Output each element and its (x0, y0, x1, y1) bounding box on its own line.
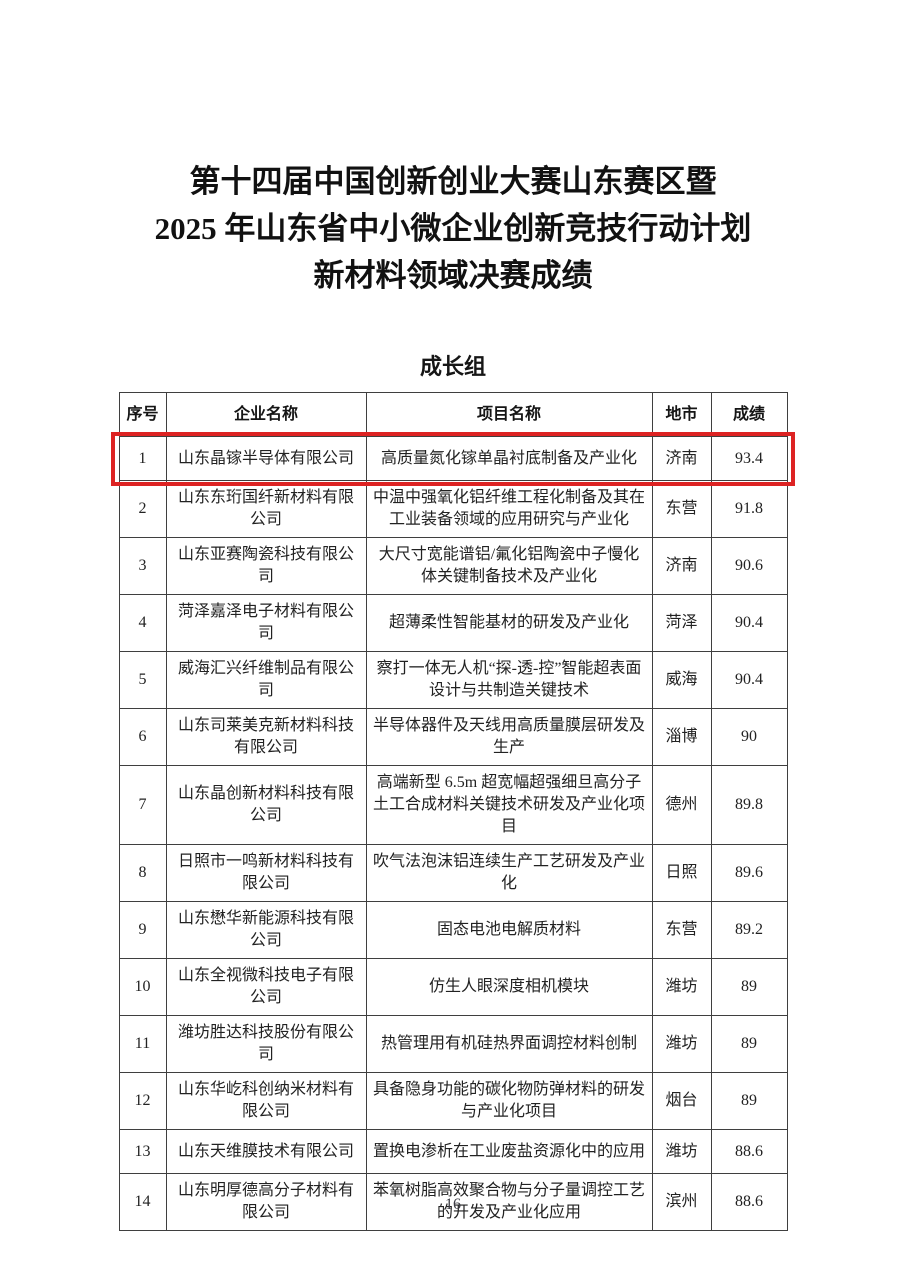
table-row: 11 潍坊胜达科技股份有限公司 热管理用有机硅热界面调控材料创制 潍坊 89 (118, 1015, 788, 1073)
rank-cell: 5 (118, 651, 167, 709)
company-cell: 山东明厚德高分子材料有限公司 (165, 1173, 367, 1231)
group-heading: 成长组 (419, 354, 486, 379)
project-cell: 仿生人眼深度相机模块 (365, 958, 653, 1016)
score-cell: 88.6 (710, 1129, 788, 1174)
project-cell: 超薄柔性智能基材的研发及产业化 (365, 594, 653, 652)
table-row: 8 日照市一鸣新材料科技有限公司 吹气法泡沫铝连续生产工艺研发及产业化 日照 89.6 (118, 844, 788, 902)
rank-cell: 6 (118, 708, 167, 766)
column-header-3: 地市 (651, 392, 712, 437)
rank-cell: 1 (118, 436, 167, 481)
company-cell: 山东晶镓半导体有限公司 (165, 436, 367, 481)
project-cell: 高端新型 6.5m 超宽幅超强细旦高分子土工合成材料关键技术研发及产业化项目 (365, 765, 653, 845)
score-cell: 89.6 (710, 844, 788, 902)
city-cell: 东营 (651, 480, 712, 538)
score-cell: 90.4 (710, 651, 788, 709)
table-row: 6 山东司莱美克新材料科技有限公司 半导体器件及天线用高质量膜层研发及生产 淄博 90 (118, 708, 788, 766)
company-cell: 威海汇兴纤维制品有限公司 (165, 651, 367, 709)
rank-cell: 14 (118, 1173, 167, 1231)
city-cell: 东营 (651, 901, 712, 959)
rank-cell: 11 (118, 1015, 167, 1073)
rank-cell: 13 (118, 1129, 167, 1174)
score-cell: 90.4 (710, 594, 788, 652)
project-cell: 苯氧树脂高效聚合物与分子量调控工艺的开发及产业化应用 (365, 1173, 653, 1231)
city-cell: 淄博 (651, 708, 712, 766)
project-cell: 察打一体无人机“探-透-控”智能超表面设计与共制造关键技术 (365, 651, 653, 709)
column-header-1: 企业名称 (165, 392, 367, 437)
company-cell: 日照市一鸣新材料科技有限公司 (165, 844, 367, 902)
table-header-row: 序号 企业名称 项目名称 地市 成绩 (118, 392, 788, 437)
page-title-line-1: 第十四届中国创新创业大赛山东赛区暨 (189, 164, 717, 199)
page-number: 16 (445, 1196, 461, 1213)
table-row: 13 山东天维膜技术有限公司 置换电渗析在工业废盐资源化中的应用 潍坊 88.6 (118, 1129, 788, 1174)
project-cell: 中温中强氧化铝纤维工程化制备及其在工业装备领域的应用研究与产业化 (365, 480, 653, 538)
rank-cell: 12 (118, 1072, 167, 1130)
city-cell: 济南 (651, 537, 712, 595)
page-title: 第十四届中国创新创业大赛山东赛区暨 2025 年山东省中小微企业创新竞技行动计划… (0, 0, 906, 299)
table-row: 7 山东晶创新材料科技有限公司 高端新型 6.5m 超宽幅超强细旦高分子土工合成材料… (118, 765, 788, 845)
city-cell: 潍坊 (651, 1015, 712, 1073)
project-cell: 吹气法泡沫铝连续生产工艺研发及产业化 (365, 844, 653, 902)
project-cell: 大尺寸宽能谱铝/氟化铝陶瓷中子慢化体关键制备技术及产业化 (365, 537, 653, 595)
score-cell: 89 (710, 958, 788, 1016)
company-cell: 山东东珩国纤新材料有限公司 (165, 480, 367, 538)
table-row: 3 山东亚赛陶瓷科技有限公司 大尺寸宽能谱铝/氟化铝陶瓷中子慢化体关键制备技术及产业… (118, 537, 788, 595)
score-cell: 90.6 (710, 537, 788, 595)
score-cell: 88.6 (710, 1173, 788, 1231)
company-cell: 菏泽嘉泽电子材料有限公司 (165, 594, 367, 652)
project-cell: 高质量氮化镓单晶衬底制备及产业化 (365, 436, 653, 481)
table-row: 10 山东全视微科技电子有限公司 仿生人眼深度相机模块 潍坊 89 (118, 958, 788, 1016)
company-cell: 山东司莱美克新材料科技有限公司 (165, 708, 367, 766)
rank-cell: 10 (118, 958, 167, 1016)
city-cell: 潍坊 (651, 958, 712, 1016)
rank-cell: 2 (118, 480, 167, 538)
table-row: 2 山东东珩国纤新材料有限公司 中温中强氧化铝纤维工程化制备及其在工业装备领域的应用… (118, 480, 788, 538)
company-cell: 山东亚赛陶瓷科技有限公司 (165, 537, 367, 595)
table-row: 9 山东懋华新能源科技有限公司 固态电池电解质材料 东营 89.2 (118, 901, 788, 959)
table-row: 12 山东华屹科创纳米材料有限公司 具备隐身功能的碳化物防弹材料的研发与产业化项目烟… (118, 1072, 788, 1130)
company-cell: 山东全视微科技电子有限公司 (165, 958, 367, 1016)
company-cell: 潍坊胜达科技股份有限公司 (165, 1015, 367, 1073)
project-cell: 热管理用有机硅热界面调控材料创制 (365, 1015, 653, 1073)
score-cell: 89 (710, 1015, 788, 1073)
rank-cell: 8 (118, 844, 167, 902)
results-table: 序号 企业名称 项目名称 地市 成绩 1 山东晶镓半导体有限公司 高质量氮化镓单晶衬底制备及… (118, 392, 788, 1231)
table-row: 14 山东明厚德高分子材料有限公司 苯氧树脂高效聚合物与分子量调控工艺的开发及产业化… (118, 1173, 788, 1231)
project-cell: 固态电池电解质材料 (365, 901, 653, 959)
rank-cell: 9 (118, 901, 167, 959)
score-cell: 89.8 (710, 765, 788, 845)
column-header-4: 成绩 (710, 392, 788, 437)
rank-cell: 7 (118, 765, 167, 845)
city-cell: 威海 (651, 651, 712, 709)
project-cell: 半导体器件及天线用高质量膜层研发及生产 (365, 708, 653, 766)
column-header-0: 序号 (118, 392, 167, 437)
column-header-2: 项目名称 (365, 392, 653, 437)
score-cell: 89 (710, 1072, 788, 1130)
table-row: 5 威海汇兴纤维制品有限公司 察打一体无人机“探-透-控”智能超表面设计与共制造关键… (118, 651, 788, 709)
score-cell: 89.2 (710, 901, 788, 959)
project-cell: 置换电渗析在工业废盐资源化中的应用 (365, 1129, 653, 1174)
city-cell: 潍坊 (651, 1129, 712, 1174)
company-cell: 山东天维膜技术有限公司 (165, 1129, 367, 1174)
city-cell: 济南 (651, 436, 712, 481)
table-row: 1 山东晶镓半导体有限公司 高质量氮化镓单晶衬底制备及产业化 济南 93.4 (118, 436, 788, 481)
city-cell: 菏泽 (651, 594, 712, 652)
city-cell: 德州 (651, 765, 712, 845)
page-title-line-2: 2025 年山东省中小微企业创新竞技行动计划 (154, 211, 752, 246)
company-cell: 山东懋华新能源科技有限公司 (165, 901, 367, 959)
page-title-line-3: 新材料领域决赛成绩 (313, 258, 593, 293)
score-cell: 91.8 (710, 480, 788, 538)
project-cell: 具备隐身功能的碳化物防弹材料的研发与产业化项目 (365, 1072, 653, 1130)
city-cell: 日照 (651, 844, 712, 902)
score-cell: 90 (710, 708, 788, 766)
table-row: 4 菏泽嘉泽电子材料有限公司 超薄柔性智能基材的研发及产业化 菏泽 90.4 (118, 594, 788, 652)
company-cell: 山东晶创新材料科技有限公司 (165, 765, 367, 845)
city-cell: 烟台 (651, 1072, 712, 1130)
score-cell: 93.4 (710, 436, 788, 481)
results-table-body: 1 山东晶镓半导体有限公司 高质量氮化镓单晶衬底制备及产业化 济南 93.4 2 山东东珩国… (118, 436, 788, 1231)
rank-cell: 4 (118, 594, 167, 652)
rank-cell: 3 (118, 537, 167, 595)
company-cell: 山东华屹科创纳米材料有限公司 (165, 1072, 367, 1130)
